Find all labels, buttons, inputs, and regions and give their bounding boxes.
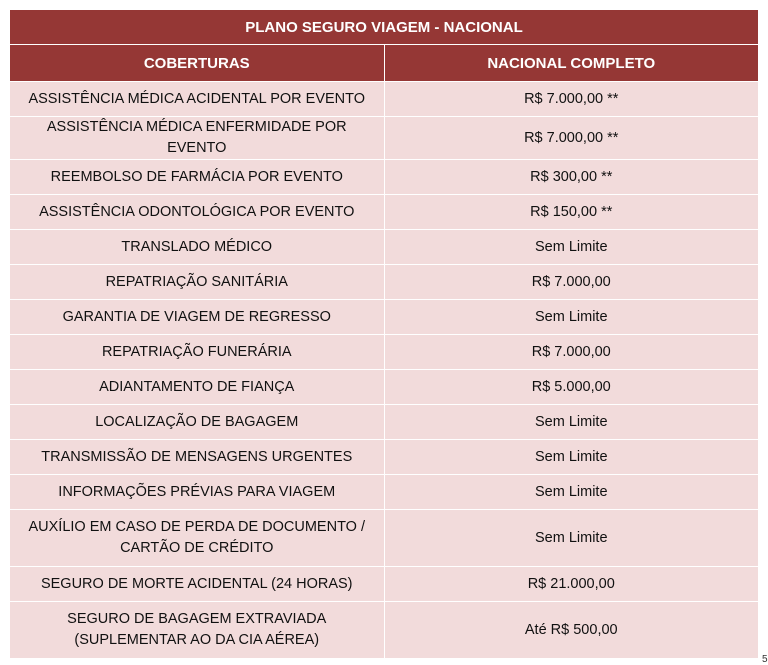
table-row: INFORMAÇÕES PRÉVIAS PARA VIAGEM Sem Limit…: [10, 474, 758, 510]
coverage-value: Sem Limite: [384, 299, 758, 335]
table-row: ASSISTÊNCIA MÉDICA ACIDENTAL POR EVENTO R…: [10, 81, 758, 117]
coverage-value: R$ 7.000,00 **: [384, 81, 758, 117]
coverage-value: Sem Limite: [384, 509, 758, 567]
table-row: REPATRIAÇÃO FUNERÁRIA R$ 7.000,00: [10, 334, 758, 370]
table-row: ASSISTÊNCIA ODONTOLÓGICA POR EVENTO R$ 15…: [10, 194, 758, 230]
coverage-name: LOCALIZAÇÃO DE BAGAGEM: [10, 404, 385, 440]
table-row: REPATRIAÇÃO SANITÁRIA R$ 7.000,00: [10, 264, 758, 300]
coverage-value: Sem Limite: [384, 404, 758, 440]
coverage-name: AUXÍLIO EM CASO DE PERDA DE DOCUMENTO / C…: [10, 509, 385, 567]
coverage-name: REPATRIAÇÃO FUNERÁRIA: [10, 334, 385, 370]
coverage-value: R$ 21.000,00: [384, 566, 758, 602]
table-row: GARANTIA DE VIAGEM DE REGRESSO Sem Limite: [10, 299, 758, 335]
table-row: SEGURO DE BAGAGEM EXTRAVIADA (SUPLEMENTAR…: [10, 601, 758, 658]
coverage-value: Sem Limite: [384, 439, 758, 475]
coverage-name: ASSISTÊNCIA MÉDICA ENFERMIDADE POR EVENT…: [10, 116, 385, 160]
coverage-value: R$ 150,00 **: [384, 194, 758, 230]
coverage-value: Até R$ 500,00: [384, 601, 758, 658]
coverage-value: R$ 7.000,00 **: [384, 116, 758, 160]
coverage-table: PLANO SEGURO VIAGEM - NACIONAL COBERTURA…: [10, 10, 758, 658]
coverage-name: SEGURO DE MORTE ACIDENTAL (24 HORAS): [10, 566, 385, 602]
table-row: ASSISTÊNCIA MÉDICA ENFERMIDADE POR EVENT…: [10, 116, 758, 160]
coverage-name: GARANTIA DE VIAGEM DE REGRESSO: [10, 299, 385, 335]
coverage-name: REEMBOLSO DE FARMÁCIA POR EVENTO: [10, 159, 385, 195]
coverage-value: R$ 5.000,00: [384, 369, 758, 405]
coverage-value: R$ 7.000,00: [384, 264, 758, 300]
coverage-name: TRANSLADO MÉDICO: [10, 229, 385, 265]
coverage-name: INFORMAÇÕES PRÉVIAS PARA VIAGEM: [10, 474, 385, 510]
table-row: SEGURO DE MORTE ACIDENTAL (24 HORAS) R$ 2…: [10, 566, 758, 602]
coverage-value: R$ 7.000,00: [384, 334, 758, 370]
coverage-name: ASSISTÊNCIA MÉDICA ACIDENTAL POR EVENTO: [10, 81, 385, 117]
coverage-value: Sem Limite: [384, 229, 758, 265]
coverage-name: REPATRIAÇÃO SANITÁRIA: [10, 264, 385, 300]
coverage-name: ADIANTAMENTO DE FIANÇA: [10, 369, 385, 405]
coverage-value: R$ 300,00 **: [384, 159, 758, 195]
coverage-name: TRANSMISSÃO DE MENSAGENS URGENTES: [10, 439, 385, 475]
column-header-nacional-completo: NACIONAL COMPLETO: [384, 44, 758, 82]
table-row: LOCALIZAÇÃO DE BAGAGEM Sem Limite: [10, 404, 758, 440]
coverage-name: SEGURO DE BAGAGEM EXTRAVIADA (SUPLEMENTAR…: [10, 601, 385, 658]
column-header-coberturas: COBERTURAS: [10, 44, 385, 82]
table-row: TRANSLADO MÉDICO Sem Limite: [10, 229, 758, 265]
table-row: AUXÍLIO EM CASO DE PERDA DE DOCUMENTO / C…: [10, 509, 758, 567]
coverage-value: Sem Limite: [384, 474, 758, 510]
table-row: TRANSMISSÃO DE MENSAGENS URGENTES Sem Lim…: [10, 439, 758, 475]
coverage-name: ASSISTÊNCIA ODONTOLÓGICA POR EVENTO: [10, 194, 385, 230]
page-number: 5: [762, 654, 768, 665]
table-row: REEMBOLSO DE FARMÁCIA POR EVENTO R$ 300,0…: [10, 159, 758, 195]
table-title: PLANO SEGURO VIAGEM - NACIONAL: [10, 10, 758, 45]
table-row: ADIANTAMENTO DE FIANÇA R$ 5.000,00: [10, 369, 758, 405]
